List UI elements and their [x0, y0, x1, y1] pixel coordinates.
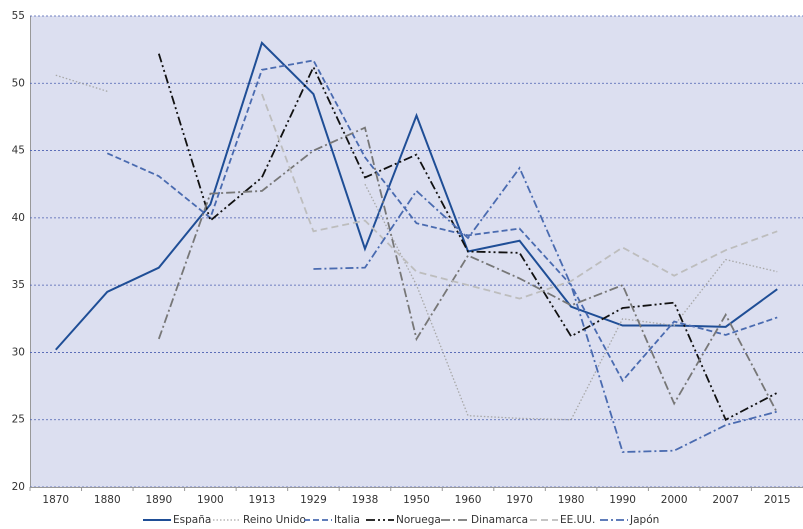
x-tick-label: 2000 — [661, 494, 688, 506]
x-tick-label: 1870 — [42, 494, 69, 506]
x-tick-label: 2007 — [712, 494, 739, 506]
series-line — [106, 59, 778, 383]
legend-label: Japón — [629, 514, 659, 526]
series-line — [55, 74, 778, 421]
series-line — [55, 41, 778, 351]
x-tick-label: 1890 — [145, 494, 172, 506]
y-tick-label: 30 — [12, 346, 25, 358]
y-tick-label: 50 — [12, 77, 25, 89]
y-tick-label: 20 — [12, 481, 25, 493]
x-tick-label: 1960 — [455, 494, 482, 506]
x-tick-label: 1950 — [403, 494, 430, 506]
legend-label: Reino Unido — [243, 514, 306, 526]
series-line — [313, 166, 778, 453]
y-tick-label: 25 — [12, 414, 25, 426]
series-line — [157, 126, 779, 414]
plot-area — [30, 16, 803, 487]
legend-label: EE.UU. — [560, 514, 595, 526]
y-tick-label: 35 — [12, 279, 25, 291]
series-line — [157, 53, 778, 421]
y-tick-label: 40 — [12, 212, 25, 224]
legend-label: España — [173, 514, 211, 526]
x-tick-label: 1990 — [609, 494, 636, 506]
x-tick-label: 1880 — [94, 494, 121, 506]
legend-label: Dinamarca — [471, 514, 528, 526]
x-tick-label: 2015 — [764, 494, 791, 506]
x-tick-label: 1980 — [558, 494, 585, 506]
y-tick-label: 55 — [12, 10, 25, 22]
x-tick-label: 1970 — [506, 494, 533, 506]
legend-label: Italia — [334, 514, 360, 526]
x-tick-label: 1913 — [249, 494, 276, 506]
series-line — [261, 93, 778, 300]
legend-label: Noruega — [396, 514, 441, 526]
y-tick-label: 45 — [12, 145, 25, 157]
x-tick-label: 1938 — [352, 494, 379, 506]
x-tick-label: 1900 — [197, 494, 224, 506]
x-tick-label: 1929 — [300, 494, 327, 506]
